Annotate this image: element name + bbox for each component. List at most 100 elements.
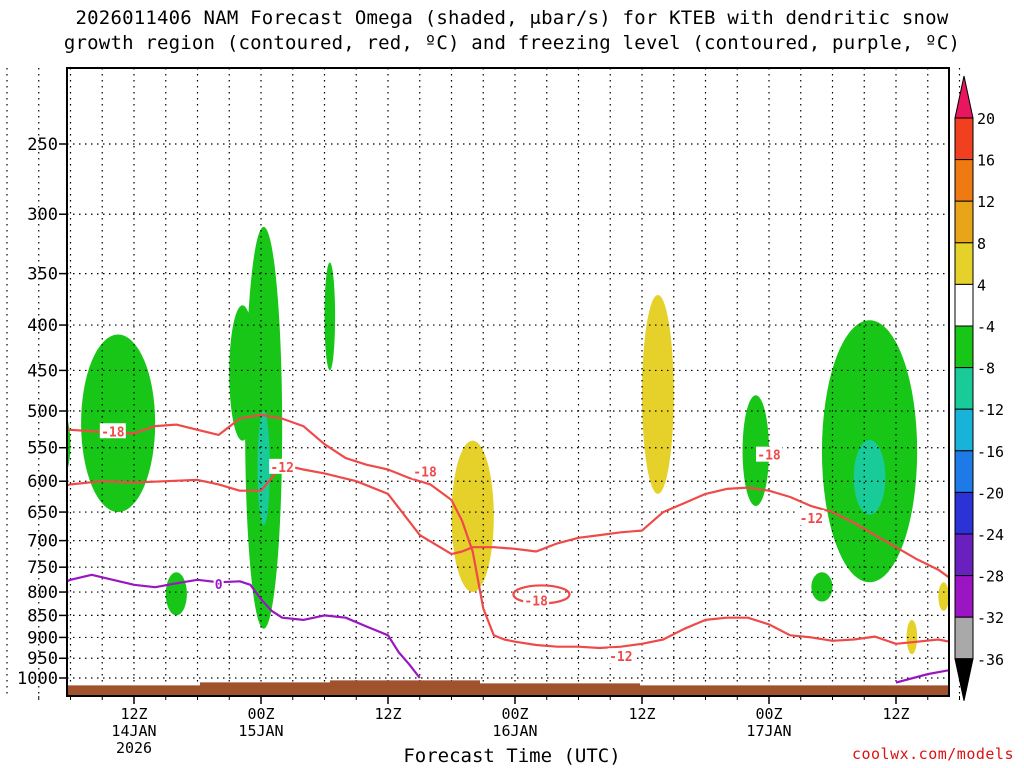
y-tick-label: 550	[27, 439, 58, 459]
contour-label: 0	[215, 578, 223, 593]
colorbar-label: 12	[977, 193, 995, 211]
colorbar-label: -12	[977, 401, 1004, 419]
plot-frame	[66, 67, 950, 697]
colorbar-label: -24	[977, 526, 1004, 544]
y-tick-label: 850	[27, 606, 58, 626]
colorbar-label: -8	[977, 360, 995, 378]
omega-region	[938, 582, 949, 611]
colorbar-swatch	[954, 450, 974, 493]
colorbar-swatch	[954, 491, 974, 535]
colorbar-swatch	[954, 117, 974, 161]
omega-shading	[7, 226, 949, 655]
contour-lines	[67, 413, 949, 684]
contour-label: -12	[270, 461, 293, 476]
omega-region	[811, 572, 833, 602]
colorbar-label: -16	[977, 443, 1004, 461]
colorbar-swatch	[954, 533, 974, 577]
contour-label: -18	[524, 595, 548, 610]
contour-label: -18	[413, 465, 437, 480]
omega-region	[642, 295, 674, 494]
colorbar-swatch	[954, 325, 974, 369]
contour-label-bg	[756, 446, 782, 462]
contour-label-bg	[523, 592, 550, 608]
colorbar: 20 16 12 8 4 -4 -8 -12 -16 -20 -24 -28 -32 -36	[954, 75, 1004, 701]
colorbar-swatch	[954, 200, 974, 244]
y-tick-label: 700	[27, 532, 58, 552]
colorbar-swatch	[954, 408, 974, 452]
colorbar-label: -4	[977, 318, 995, 336]
omega-region	[165, 572, 187, 616]
x-tick-label: 12Z	[374, 705, 401, 723]
y-tick-label: 300	[27, 205, 58, 225]
colorbar-swatch	[954, 242, 974, 285]
colorbar-label: 16	[977, 152, 995, 170]
x-tick-label: 12Z	[120, 705, 147, 723]
y-tick-label: 350	[27, 265, 58, 285]
y-axis: 2503003504004505005506006507007508008509…	[17, 135, 67, 689]
colorbar-label: -32	[977, 609, 1004, 627]
omega-core	[853, 440, 886, 515]
y-tick-label: 650	[27, 503, 58, 523]
x-tick-label: 00Z	[501, 705, 528, 723]
x-tick-label: 2026	[116, 739, 152, 757]
omega-region	[324, 262, 336, 371]
x-tick-label: 12Z	[882, 705, 909, 723]
y-tick-label: 800	[27, 583, 58, 603]
y-tick-label: 750	[27, 558, 58, 578]
contour-label-bg	[99, 423, 126, 439]
colorbar-label: 20	[977, 110, 995, 128]
contour-label-bg	[798, 509, 825, 525]
colorbar-label: -28	[977, 568, 1004, 586]
colorbar-swatch	[954, 616, 974, 660]
contour-label: -12	[609, 650, 632, 665]
contour-label-bg	[607, 648, 634, 664]
y-tick-label: 1000	[17, 669, 58, 689]
terrain	[67, 680, 949, 696]
colorbar-swatch	[954, 367, 974, 410]
colorbar-swatch	[954, 283, 974, 327]
y-tick-label: 250	[27, 135, 58, 155]
x-axis-title: Forecast Time (UTC)	[403, 745, 621, 767]
contour-label: -12	[800, 512, 823, 527]
y-tick-label: 900	[27, 628, 58, 648]
contour-0	[67, 573, 421, 679]
y-tick-label: 400	[27, 316, 58, 336]
omega-region	[451, 440, 494, 593]
colorbar-swatch	[954, 159, 974, 202]
x-tick-label: 16JAN	[492, 722, 537, 740]
contour--18	[67, 413, 949, 650]
chart-title: 2026011406 NAM Forecast Omega (shaded, μ…	[0, 6, 1024, 56]
x-tick-label: 17JAN	[746, 722, 791, 740]
contour-label-bg	[412, 463, 439, 479]
omega-region	[12, 567, 17, 629]
colorbar-label: -20	[977, 484, 1004, 502]
colorbar-label: 4	[977, 276, 986, 294]
terrain-fill	[67, 680, 949, 696]
y-tick-label: 450	[27, 361, 58, 381]
freezing-line-fragment	[895, 669, 949, 684]
x-tick-label: 15JAN	[238, 722, 283, 740]
omega-region	[7, 274, 28, 552]
credit-text: coolwx.com/models	[851, 745, 1014, 763]
contour-labels: -18 -12 -18 -18 -12 -18 -12 0	[99, 423, 825, 665]
contour-label-bg	[269, 458, 296, 474]
y-tick-label: 950	[27, 649, 58, 669]
title-line-2: growth region (contoured, red, ºC) and f…	[63, 32, 961, 54]
colorbar-label: 8	[977, 235, 986, 253]
omega-region	[742, 395, 769, 507]
colorbar-bottom-arrow	[954, 658, 974, 701]
contour--12	[67, 463, 949, 579]
contour-label: -18	[101, 425, 125, 440]
contour-label: -18	[757, 449, 781, 464]
colorbar-top-arrow	[954, 75, 974, 119]
y-tick-label: 600	[27, 472, 58, 492]
x-tick-label: 00Z	[755, 705, 782, 723]
colorbar-swatch	[954, 575, 974, 618]
x-tick-label: 14JAN	[111, 722, 156, 740]
y-tick-label: 500	[27, 402, 58, 422]
contour-label-bg	[213, 575, 224, 591]
omega-core	[257, 410, 270, 526]
title-line-1: 2026011406 NAM Forecast Omega (shaded, μ…	[75, 7, 949, 29]
